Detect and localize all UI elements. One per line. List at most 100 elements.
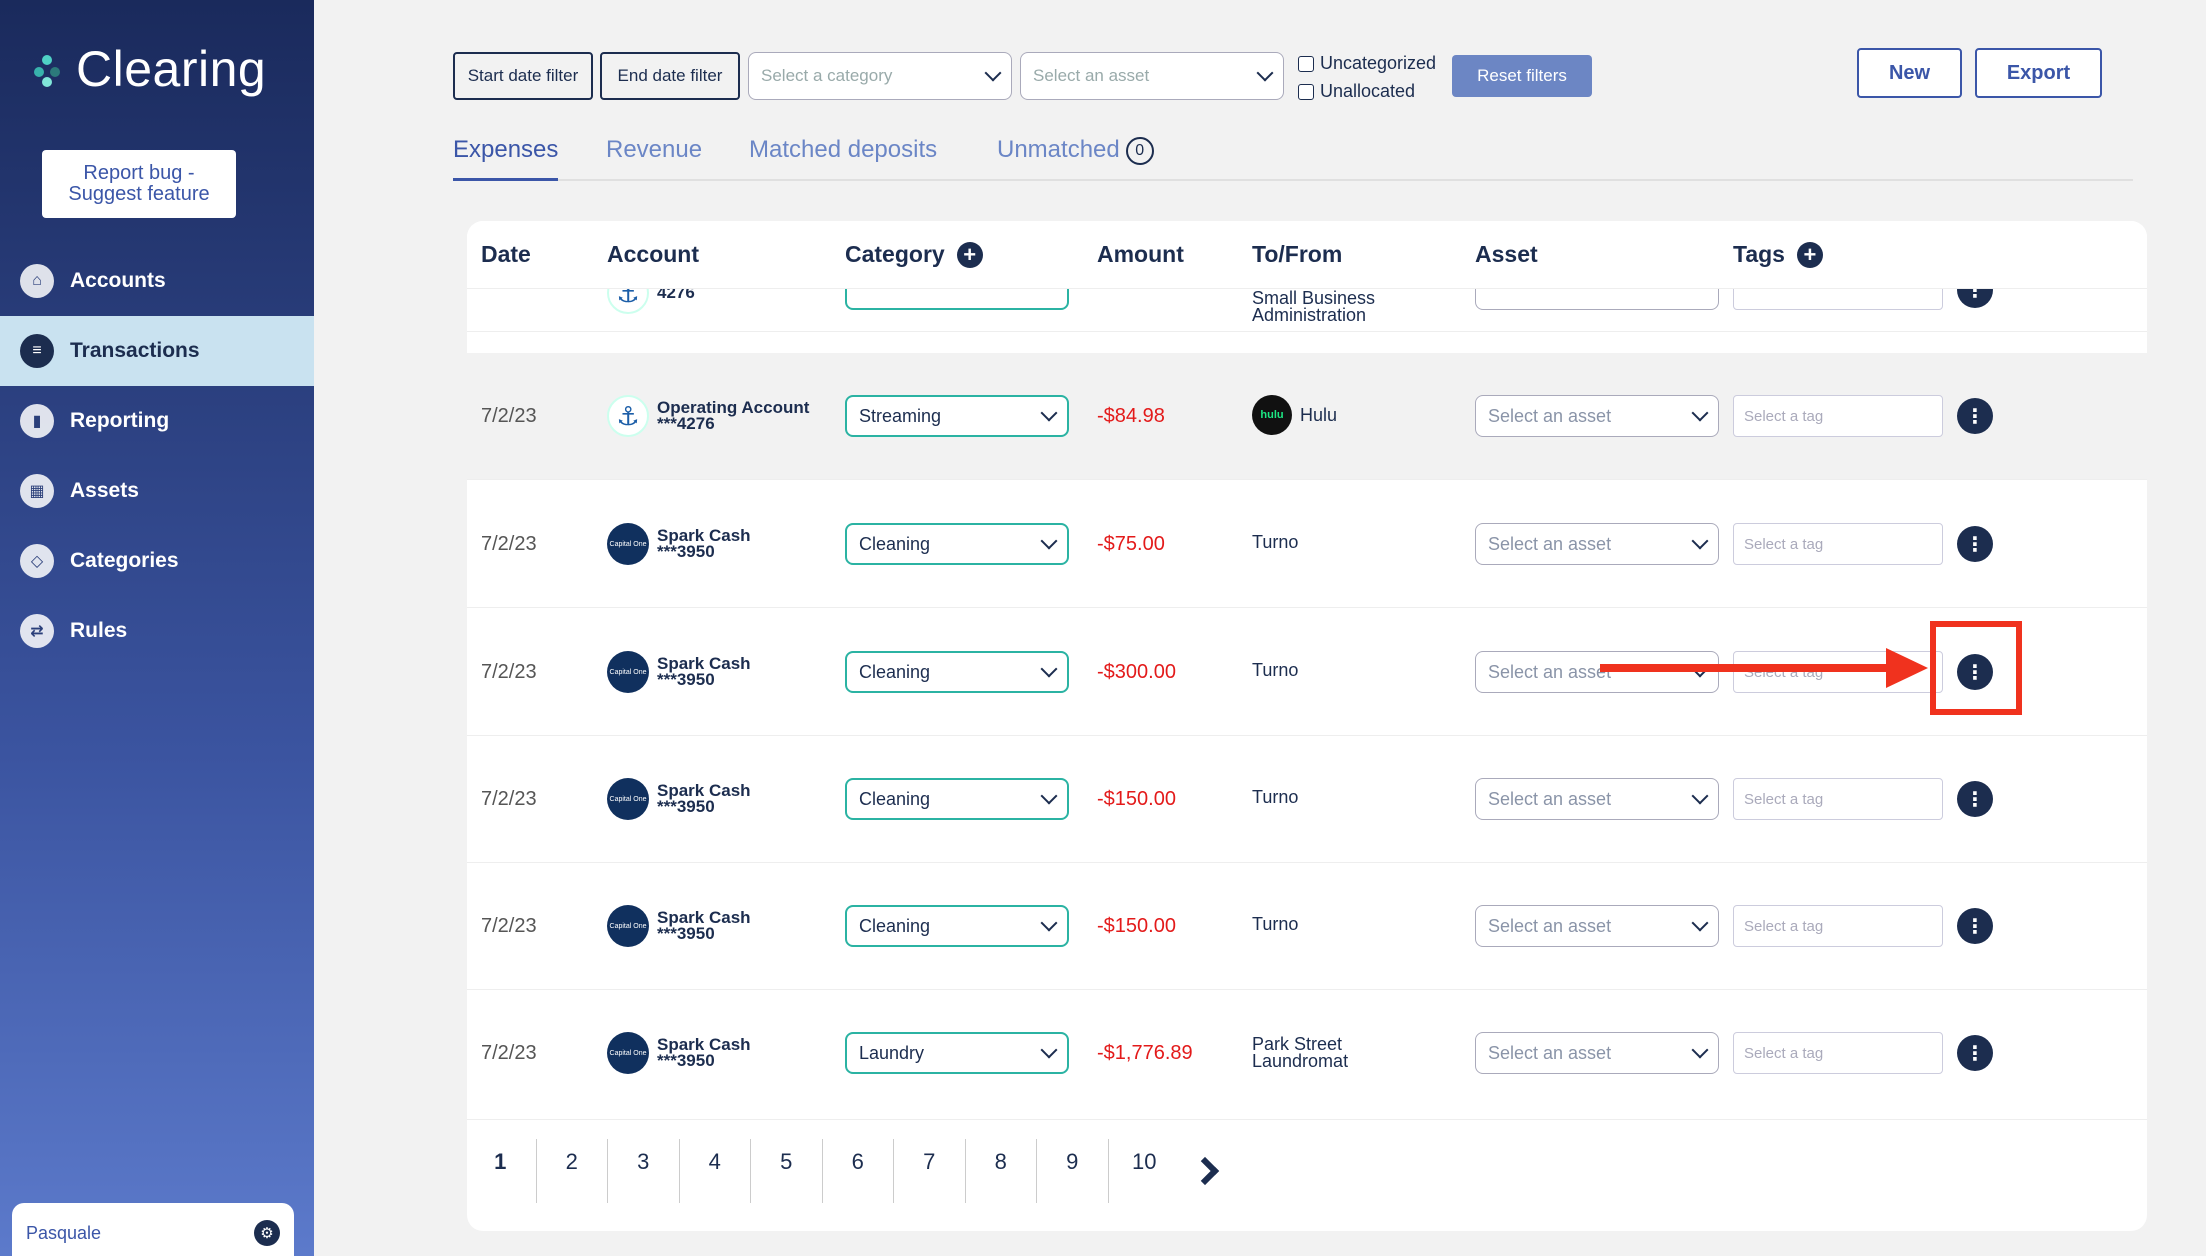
rules-icon: ⇄ [20,614,54,648]
gear-icon[interactable]: ⚙ [254,1220,280,1246]
account-name: Spark Cash [657,781,751,800]
page-7[interactable]: 7 [894,1139,966,1203]
chevron-down-icon [1040,1041,1058,1059]
category-select[interactable]: Cleaning [845,905,1069,947]
tag-input[interactable]: Select a tag [1733,395,1943,437]
account-name: Spark Cash [657,526,751,545]
page-10[interactable]: 10 [1132,1149,1157,1174]
sidebar-item-accounts[interactable]: ⌂ Accounts [0,246,314,316]
tag-input[interactable]: Select a tag [1733,905,1943,947]
tofrom-cell: Turno [1252,660,1299,680]
building-icon: ▦ [20,474,54,508]
category-select[interactable]: Streaming [845,395,1069,437]
page-1[interactable]: 1 [465,1139,537,1203]
amount-cell: -$150.00 [1097,915,1176,937]
category-value: Cleaning [859,788,931,809]
date-cell: 7/2/23 [481,1042,537,1064]
more-options-icon[interactable]: ⋮ [1957,654,1993,690]
chevron-down-icon [1040,914,1058,932]
page-8[interactable]: 8 [966,1139,1037,1203]
tab-matched-deposits[interactable]: Matched deposits [749,136,938,163]
asset-select[interactable]: Select an asset [1475,523,1719,565]
chevron-down-icon [1040,532,1058,550]
tag-input[interactable]: Select a tag [1733,1032,1943,1074]
more-options-icon[interactable]: ⋮ [1957,908,1993,944]
table-header: Date Account Category + Amount To/From A… [467,221,2147,289]
export-button[interactable]: Export [1975,48,2102,98]
tag-input[interactable]: Select a tag [1733,523,1943,565]
pagination: 1 2 3 4 5 6 7 8 9 10 [465,1139,1230,1209]
merchant-name: Hulu [1300,404,1338,425]
category-select[interactable]: Cleaning [845,651,1069,693]
user-menu[interactable]: Pasquale ⚙ [12,1203,294,1256]
sidebar-item-rules[interactable]: ⇄ Rules [0,596,314,666]
page-3[interactable]: 3 [608,1139,680,1203]
asset-select[interactable]: Select an asset [1475,651,1719,693]
account-name: Spark Cash [657,654,751,673]
sidebar-item-label: Rules [70,619,128,642]
account-cell: Capital One Spark Cash ***3950 [607,523,751,565]
transactions-table: Date Account Category + Amount To/From A… [467,221,2147,1231]
table-row: 7/2/23 Capital One Spark Cash ***3950 Cle… [467,736,2147,863]
tab-expenses[interactable]: Expenses [453,136,559,181]
sidebar-item-categories[interactable]: ◇ Categories [0,526,314,596]
more-options-icon[interactable]: ⋮ [1957,781,1993,817]
category-value: Cleaning [859,915,931,936]
more-options-icon[interactable]: ⋮ [1957,526,1993,562]
chevron-down-icon [1040,660,1058,678]
reset-filters-button[interactable]: Reset filters [1452,55,1592,97]
add-category-icon[interactable]: + [956,241,983,268]
sidebar-item-transactions[interactable]: ≡ Transactions [0,316,314,386]
end-date-filter-button[interactable]: End date filter [600,52,740,100]
page-9[interactable]: 9 [1037,1139,1109,1203]
sidebar-item-label: Categories [70,549,179,572]
more-options-icon[interactable]: ⋮ [1957,1035,1993,1071]
asset-select[interactable]: Select an asset [1475,395,1719,437]
table-row: 7/2/23 ⚓ Operating Account ***4276 Stream… [467,353,2147,480]
account-name: Spark Cash [657,908,751,927]
uncategorized-checkbox[interactable] [1298,55,1314,72]
account-name: Spark Cash [657,1035,751,1054]
hulu-logo-icon: hulu [1252,395,1292,435]
asset-placeholder: Select an asset [1488,405,1612,426]
header-tags-label: Tags [1733,241,1785,267]
chevron-down-icon [1691,532,1709,550]
account-number: ***3950 [657,1051,715,1070]
account-number: ***3950 [657,797,715,816]
new-button[interactable]: New [1857,48,1962,98]
asset-filter-select[interactable]: Select an asset [1020,52,1284,100]
uncategorized-filter[interactable]: Uncategorized [1298,53,1436,74]
start-date-filter-button[interactable]: Start date filter [453,52,593,100]
date-cell: 7/2/23 [481,788,537,810]
amount-cell: -$300.00 [1097,661,1176,683]
brand-name: Clearing [76,41,267,97]
asset-select[interactable]: Select an asset [1475,1032,1719,1074]
asset-placeholder: Select an asset [1488,661,1612,682]
logo-icon [32,51,68,87]
sidebar: Clearing Report bug - Suggest feature ⌂ … [0,0,314,1256]
sidebar-item-reporting[interactable]: ▮ Reporting [0,386,314,456]
category-select[interactable]: Laundry [845,1032,1069,1074]
unallocated-filter[interactable]: Unallocated [1298,81,1415,102]
more-options-icon[interactable]: ⋮ [1957,398,1993,434]
tag-input[interactable]: Select a tag [1733,778,1943,820]
report-bug-button[interactable]: Report bug - Suggest feature [42,150,236,218]
category-select[interactable]: Cleaning [845,523,1069,565]
sidebar-item-assets[interactable]: ▦ Assets [0,456,314,526]
unallocated-checkbox[interactable] [1298,83,1314,100]
date-cell: 7/2/23 [481,405,537,427]
asset-select[interactable]: Select an asset [1475,778,1719,820]
page-2[interactable]: 2 [537,1139,608,1203]
asset-placeholder: Select an asset [1488,915,1612,936]
add-tag-icon[interactable]: + [1796,241,1823,268]
next-page-icon[interactable] [1180,1139,1230,1203]
header-category: Category + [845,241,983,268]
tab-revenue[interactable]: Revenue [606,136,703,163]
page-5[interactable]: 5 [751,1139,823,1203]
category-select[interactable]: Cleaning [845,778,1069,820]
asset-select[interactable]: Select an asset [1475,905,1719,947]
page-4[interactable]: 4 [680,1139,751,1203]
category-filter-select[interactable]: Select a category [748,52,1012,100]
tab-unmatched[interactable]: Unmatched 0 [997,136,1154,181]
page-6[interactable]: 6 [823,1139,894,1203]
